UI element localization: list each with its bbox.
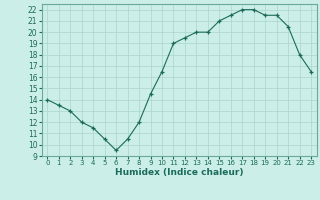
X-axis label: Humidex (Indice chaleur): Humidex (Indice chaleur) [115, 168, 244, 177]
